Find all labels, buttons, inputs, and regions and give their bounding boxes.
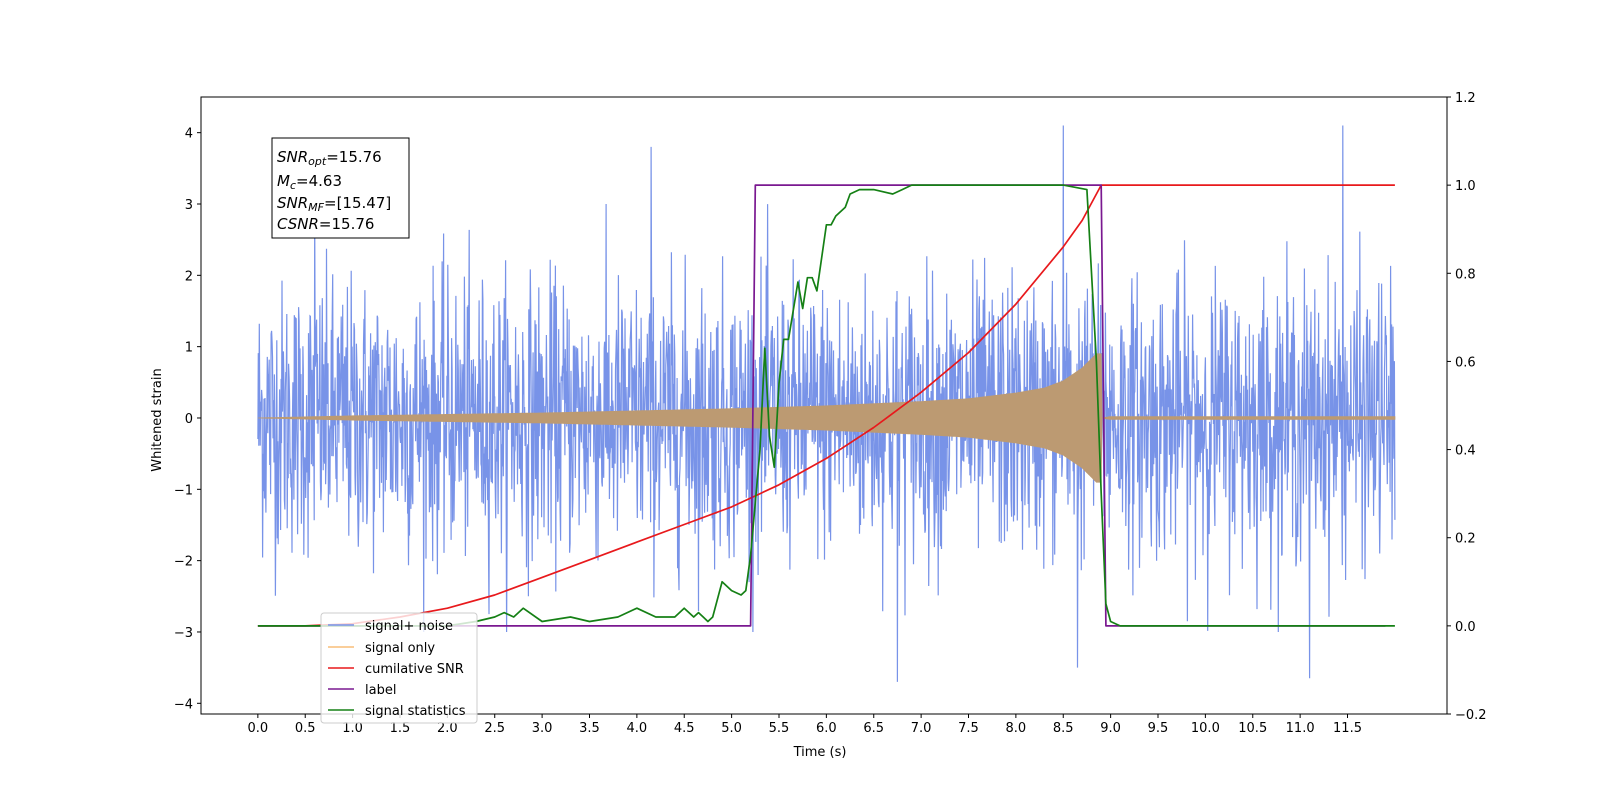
y-tick-label-right: 0.2: [1455, 532, 1476, 547]
x-tick-label: 4.5: [674, 721, 695, 736]
snr-opt-sub: opt: [308, 155, 327, 168]
y-tick-label-right: 0.4: [1455, 444, 1476, 459]
x-tick-label: 11.0: [1286, 721, 1315, 736]
y-ticks-right: −0.2 0.0 0.2 0.4 0.6 0.8 1.0 1.2: [1447, 91, 1487, 723]
series-signal-statistics: [257, 184, 1395, 627]
y-tick-label-left: −1: [174, 483, 193, 498]
x-tick-label: 7.5: [958, 721, 979, 736]
x-tick-label: 10.0: [1191, 721, 1220, 736]
x-tick-label: 3.5: [579, 721, 600, 736]
mc-value: =4.63: [296, 172, 342, 190]
y-tick-label-left: −4: [174, 697, 193, 712]
mc-sub: c: [290, 179, 296, 192]
svg-text:SNRopt=15.76: SNRopt=15.76: [277, 148, 382, 168]
x-tick-label: 6.5: [863, 721, 884, 736]
series-signal-noise: [257, 125, 1396, 682]
x-tick-label: 5.0: [721, 721, 742, 736]
snr-mf-value: =[15.47]: [324, 194, 391, 212]
csnr-base: CSNR: [277, 215, 319, 233]
svg-text:CSNR=15.76: CSNR=15.76: [277, 215, 374, 233]
y-tick-label-right: 0.8: [1455, 267, 1476, 282]
legend-label-signal-statistics: signal statistics: [365, 704, 466, 719]
svg-text:Mc=4.63: Mc=4.63: [277, 172, 342, 192]
x-ticks: 0.0 0.5 1.0 1.5 2.0 2.5 3.0 3.5 4.0 4.5 5.0 5.5 6.0 6…: [248, 714, 1362, 736]
y-tick-label-left: 0: [185, 412, 193, 427]
y-tick-label-right: −0.2: [1455, 708, 1487, 723]
snr-opt-base: SNR: [277, 148, 308, 166]
x-tick-label: 5.5: [769, 721, 790, 736]
x-tick-label: 0.5: [295, 721, 316, 736]
mc-base: M: [277, 172, 290, 190]
x-tick-label: 0.0: [248, 721, 269, 736]
x-tick-label: 8.0: [1006, 721, 1027, 736]
snr-mf-sub: MF: [308, 201, 324, 214]
x-tick-label: 10.5: [1238, 721, 1267, 736]
x-tick-label: 1.5: [390, 721, 411, 736]
y-tick-label-left: 1: [185, 341, 193, 356]
annotation-box: SNRopt=15.76 Mc=4.63 SNRMF=[15.47] CSNR=…: [271, 137, 410, 239]
series-layer: [257, 125, 1396, 682]
y-tick-label-right: 1.0: [1455, 179, 1476, 194]
x-tick-label: 2.5: [484, 721, 505, 736]
legend-label-cumilative-snr: cumilative SNR: [365, 662, 464, 677]
legend-label-signal-only: signal only: [365, 641, 435, 656]
y-ticks-left: −4 −3 −2 −1 0 1 2 3 4: [174, 127, 201, 712]
x-tick-label: 8.5: [1053, 721, 1074, 736]
y-tick-label-left: −3: [174, 626, 193, 641]
y-tick-label-left: −2: [174, 555, 193, 570]
svg-text:SNRMF=[15.47]: SNRMF=[15.47]: [277, 194, 391, 214]
csnr-value: =15.76: [319, 215, 375, 233]
x-axis-label: Time (s): [793, 745, 847, 760]
y-tick-label-left: 3: [185, 198, 193, 213]
y-tick-label-left: 4: [185, 127, 193, 142]
legend-label-label: label: [365, 683, 396, 698]
x-tick-label: 9.5: [1148, 721, 1169, 736]
series-signal-only: [257, 353, 1396, 483]
y-axis-label: Whitened strain: [150, 368, 165, 471]
x-tick-label: 4.0: [627, 721, 648, 736]
plot-frame: [200, 96, 1448, 715]
y-tick-label-right: 0.6: [1455, 355, 1476, 370]
snr-opt-value: =15.76: [326, 148, 382, 166]
x-tick-label: 11.5: [1333, 721, 1362, 736]
legend: signal+ noise signal only cumilative SNR…: [320, 612, 478, 724]
snr-mf-base: SNR: [277, 194, 308, 212]
legend-label-signal-noise: signal+ noise: [365, 619, 453, 634]
x-tick-label: 9.0: [1100, 721, 1121, 736]
x-tick-label: 6.0: [816, 721, 837, 736]
x-tick-label: 3.0: [532, 721, 553, 736]
y-tick-label-right: 0.0: [1455, 620, 1476, 635]
y-tick-label-left: 2: [185, 269, 193, 284]
x-tick-label: 7.0: [911, 721, 932, 736]
x-tick-label: 1.0: [342, 721, 363, 736]
x-tick-label: 2.0: [437, 721, 458, 736]
y-tick-label-right: 1.2: [1455, 91, 1476, 106]
